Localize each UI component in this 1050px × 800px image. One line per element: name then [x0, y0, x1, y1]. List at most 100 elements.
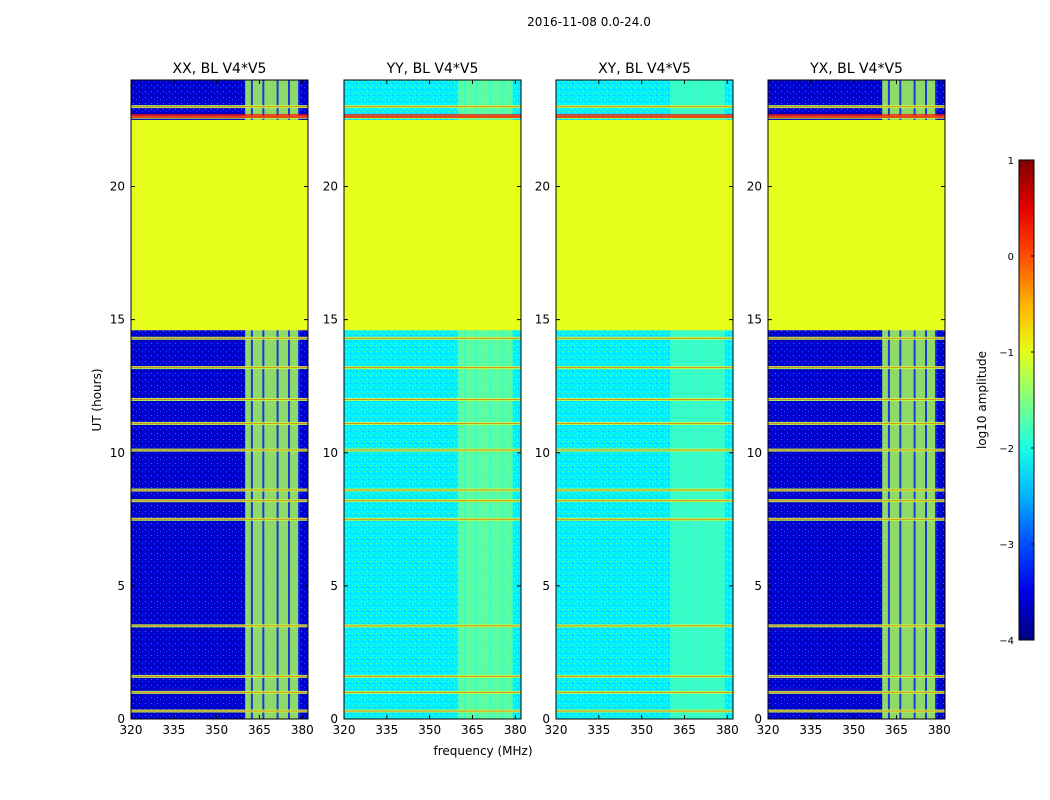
bright-row-core	[344, 710, 521, 712]
x-tick-label: 350	[842, 723, 865, 737]
y-tick-label: 0	[117, 712, 125, 726]
bright-row-core	[556, 691, 733, 693]
y-tick-label: 10	[323, 446, 338, 460]
bright-row-core	[344, 625, 521, 627]
heatmap-image	[344, 80, 521, 719]
bright-row-core	[344, 422, 521, 424]
axes-frame	[767, 79, 946, 720]
bright-row-core	[768, 518, 945, 520]
bright-row-core	[131, 518, 308, 520]
bright-row-core	[556, 500, 733, 502]
x-tick-label: 335	[587, 723, 610, 737]
bright-row-core	[768, 337, 945, 339]
colorbar: 1 0 −1 −2 −3 −4 log10 amplitude	[975, 156, 1035, 647]
y-tick-label: 5	[330, 579, 338, 593]
y-tick-label: 15	[110, 313, 125, 327]
bright-row-core	[768, 422, 945, 424]
bright-row-core	[131, 422, 308, 424]
heatmap-image	[768, 80, 945, 719]
gap-edge-row	[344, 113, 521, 118]
bright-row-core	[344, 399, 521, 400]
bright-row-core	[131, 337, 308, 339]
colorbar-label: log10 amplitude	[975, 351, 989, 449]
bright-row-core	[768, 710, 945, 712]
x-tick-label: 320	[757, 723, 780, 737]
bright-row-core	[344, 675, 521, 677]
axes-frame	[343, 79, 522, 720]
y-tick-label: 10	[535, 446, 550, 460]
bright-row-core	[131, 675, 308, 677]
gap-edge-row	[556, 113, 733, 118]
bright-row-core	[556, 106, 733, 108]
bright-row-core	[131, 449, 308, 451]
bright-row-core	[768, 399, 945, 400]
x-tick-label: 350	[205, 723, 228, 737]
bright-row-core	[344, 337, 521, 339]
data-gap	[344, 119, 521, 331]
axes-frame	[555, 79, 734, 720]
x-tick-label: 320	[545, 723, 568, 737]
y-tick-label: 5	[542, 579, 550, 593]
data-gap	[768, 119, 945, 331]
x-tick-label: 350	[630, 723, 653, 737]
x-tick-label: 380	[291, 723, 314, 737]
data-gap	[131, 119, 308, 331]
colorbar-tick-label: −3	[999, 540, 1014, 551]
y-tick-label: 10	[747, 446, 762, 460]
bright-row-core	[131, 489, 308, 491]
bright-row-core	[344, 367, 521, 369]
panel-title: XX, BL V4*V5	[173, 61, 267, 77]
y-tick-label: 20	[535, 180, 550, 194]
bright-row-core	[556, 625, 733, 627]
x-tick-label: 365	[673, 723, 696, 737]
panels-group: XX, BL V4*V5 320 335 350 365 380 0 5 10 15 20 YY, B…	[110, 61, 951, 737]
panel-title: YY, BL V4*V5	[386, 61, 479, 77]
x-tick-label: 335	[375, 723, 398, 737]
colorbar-tick-label: 1	[1008, 156, 1014, 167]
bright-row-core	[556, 489, 733, 491]
bright-row-core	[131, 500, 308, 502]
x-tick-label: 380	[504, 723, 527, 737]
bright-row-core	[556, 710, 733, 712]
bright-row-core	[556, 367, 733, 369]
bright-row-core	[344, 489, 521, 491]
bright-row-core	[344, 500, 521, 502]
y-tick-label: 10	[110, 446, 125, 460]
x-tick-label: 380	[928, 723, 951, 737]
bright-row-core	[131, 710, 308, 712]
bright-row-core	[556, 337, 733, 339]
bright-row-core	[344, 449, 521, 451]
x-axis-label: frequency (MHz)	[433, 744, 532, 758]
colorbar-tick-label: −4	[999, 636, 1014, 647]
panel-title: XY, BL V4*V5	[598, 61, 691, 77]
panel-4: YX, BL V4*V5 320 335 350 365 380 0 5 10 15 20	[747, 61, 951, 737]
y-tick-label: 5	[754, 579, 762, 593]
x-tick-label: 380	[716, 723, 739, 737]
y-tick-label: 15	[535, 313, 550, 327]
bright-row-core	[344, 106, 521, 108]
colorbar-tick-label: −1	[999, 348, 1014, 359]
bright-row-core	[131, 691, 308, 693]
y-tick-label: 0	[754, 712, 762, 726]
axes-frame	[130, 79, 309, 720]
y-tick-label: 20	[747, 180, 762, 194]
bright-row-core	[768, 367, 945, 369]
gap-edge-row	[768, 113, 945, 118]
bright-row-core	[768, 500, 945, 502]
heatmap-image	[556, 80, 733, 719]
x-tick-label: 350	[418, 723, 441, 737]
y-tick-label: 15	[323, 313, 338, 327]
panel-1: XX, BL V4*V5 320 335 350 365 380 0 5 10 15 20	[110, 61, 314, 737]
data-gap	[556, 119, 733, 331]
x-tick-label: 320	[333, 723, 356, 737]
y-tick-label: 15	[747, 313, 762, 327]
bright-row-core	[768, 106, 945, 108]
colorbar-tick-label: 0	[1008, 252, 1014, 263]
x-tick-label: 365	[461, 723, 484, 737]
bright-row-core	[556, 449, 733, 451]
panel-title: YX, BL V4*V5	[809, 61, 903, 77]
y-tick-label: 0	[330, 712, 338, 726]
gap-edge-row	[131, 113, 308, 118]
bright-row-core	[131, 625, 308, 627]
